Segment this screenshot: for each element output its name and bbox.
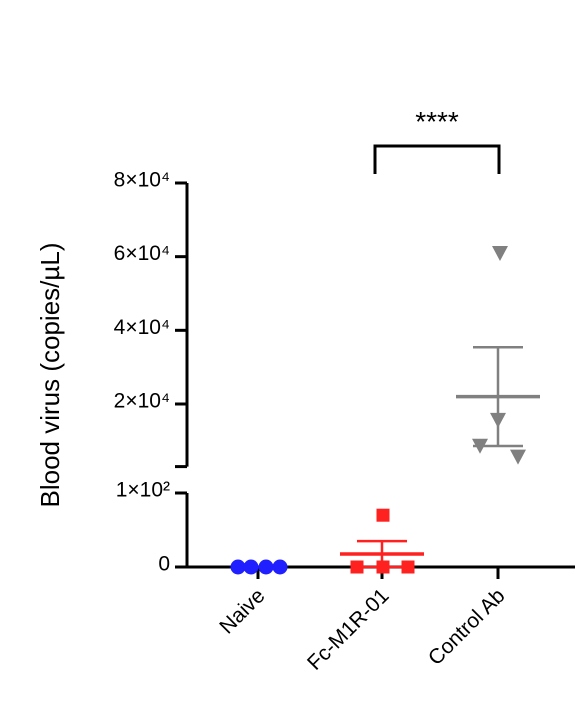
significance-bracket bbox=[373, 144, 501, 174]
y-tick-label: 1×10² bbox=[116, 479, 170, 502]
y-tick-label: 4×10⁴ bbox=[114, 316, 170, 339]
y-tick-label: 2×10⁴ bbox=[114, 390, 170, 413]
y-tick-label: 6×10⁴ bbox=[114, 242, 170, 265]
data-point bbox=[272, 559, 288, 575]
data-point bbox=[401, 560, 415, 574]
data-point bbox=[230, 559, 246, 575]
significance-label: **** bbox=[415, 106, 459, 137]
y-tick-label: 0 bbox=[158, 553, 170, 576]
x-tick-label: Fc-M1R-01 bbox=[303, 584, 394, 675]
data-point bbox=[243, 559, 259, 575]
data-point bbox=[376, 508, 390, 522]
data-point bbox=[492, 245, 508, 261]
data-point bbox=[510, 449, 526, 465]
y-axis-label: Blood virus (copies/µL) bbox=[35, 243, 65, 508]
y-tick-label: 8×10⁴ bbox=[114, 169, 170, 192]
x-tick-label: Naive bbox=[215, 584, 269, 638]
data-point bbox=[258, 559, 274, 575]
x-tick-label: Control Ab bbox=[424, 584, 510, 670]
